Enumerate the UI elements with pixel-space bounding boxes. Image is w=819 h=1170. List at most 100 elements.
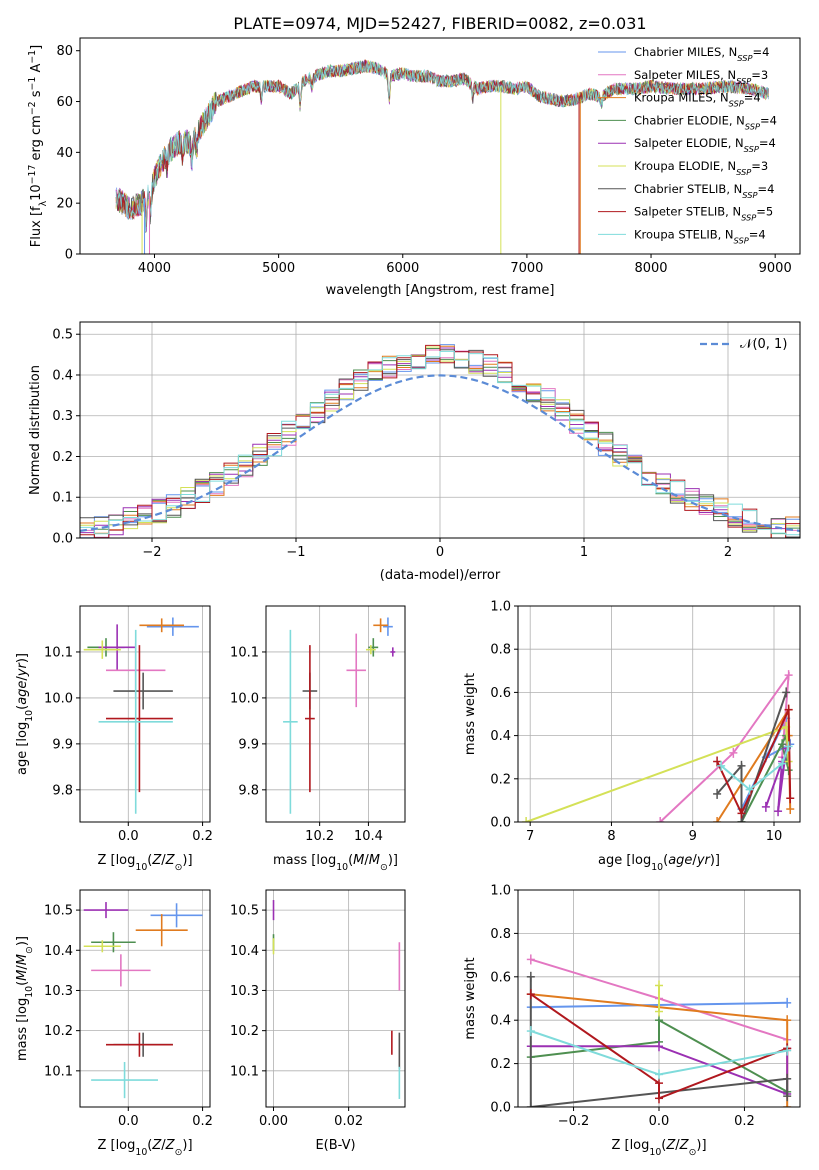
y-tick-label: 0.4: [490, 1014, 511, 1029]
x-tick-label: 10.2: [305, 829, 334, 844]
errorbar-point: [150, 903, 203, 928]
legend-label: Chabrier STELIB, NSSP=4: [634, 182, 774, 200]
panel-massweight-vs-Z: −0.2 0.0 0.2 0.0 0.2 0.4 0.6 0.8 1.0 Z [log10(Z/Z…: [463, 884, 801, 1158]
y-tick-label: 9.9: [52, 737, 73, 752]
y-tick-label: 10.0: [44, 691, 73, 706]
errorbar-point: [305, 645, 315, 793]
mwZ-xlabel: Z [log10(Z/Z⊙)]: [611, 1138, 706, 1158]
panel-mass-vs-Z: 0.0 0.2 10.1 10.2 10.3 10.4 10.5 Z [log10(Z/Z⊙)…: [15, 889, 213, 1158]
errorbar-point: [365, 645, 376, 655]
spectrum-line: [115, 60, 769, 225]
weight-line: [530, 993, 788, 1100]
y-tick-label: 0.3: [52, 409, 73, 424]
histograms: [80, 344, 800, 538]
panel-residual-histogram: −2 −1 0 1 2 0.0 0.1 0.2 0.3 0.4 0.5 (data-model)/er…: [28, 321, 801, 583]
legend-label: Chabrier MILES, NSSP=4: [634, 45, 769, 63]
spectrum-line: [115, 60, 769, 232]
errorbar-point: [98, 629, 173, 814]
y-tick-label: 9.8: [238, 783, 259, 798]
spectrum-xlabel: wavelength [Angstrom, rest frame]: [326, 283, 555, 298]
mwage-ylabel: mass weight: [463, 673, 478, 755]
y-tick-label: 10.1: [230, 1064, 259, 1079]
y-tick-label: 0.2: [490, 1057, 511, 1072]
axes-frame: [517, 605, 801, 823]
y-tick-label: 10.3: [230, 984, 259, 999]
y-tick-label: 10.1: [44, 645, 73, 660]
y-tick-label: 0.0: [490, 816, 511, 831]
panel-spectrum: 4000 5000 6000 7000 8000 9000 0 20 40 60 80 PLATE=0…: [27, 14, 801, 298]
panel-age-vs-Z: 0.0 0.2 9.8 9.9 10.0 10.1 Z [log10(Z/Z⊙)] age […: [15, 605, 213, 873]
y-tick-label: 1.0: [490, 600, 511, 615]
errorbar-point: [135, 914, 188, 947]
errorbar-point: [83, 940, 121, 953]
x-tick-label: 0.0: [118, 829, 139, 844]
y-tick-label: 10.1: [44, 1064, 73, 1079]
legend-label: Kroupa STELIB, NSSP=4: [634, 227, 766, 245]
y-tick-label: 0.1: [52, 491, 73, 506]
hist-xlabel: (data-model)/error: [380, 568, 501, 583]
weight-lines: [526, 954, 792, 1107]
errorbar-point: [373, 618, 388, 633]
y-tick-label: 0.2: [52, 450, 73, 465]
y-tick-label: 9.8: [52, 783, 73, 798]
panel-mass-vs-EBV: 0.00 0.02 10.1 10.2 10.3 10.4 10.5 E(B-V): [230, 889, 406, 1153]
axes-frame: [79, 889, 211, 1108]
y-tick-label: 0.4: [490, 729, 511, 744]
x-tick-label: 0: [436, 545, 444, 560]
massZ-ylabel: mass [log10(M/M⊙)]: [15, 936, 35, 1061]
errorbar-point: [146, 617, 199, 636]
errorbar-point: [106, 645, 173, 793]
x-tick-label: 10: [766, 829, 783, 844]
y-tick-label: 0.6: [490, 686, 511, 701]
y-tick-label: 1.0: [490, 884, 511, 899]
x-tick-label: 10.4: [354, 829, 383, 844]
legend-label: Salpeter ELODIE, NSSP=4: [634, 136, 776, 154]
legend-label: Salpeter STELIB, NSSP=5: [634, 205, 773, 223]
x-tick-label: 0.2: [192, 829, 213, 844]
hist-legend-label: 𝒩(0, 1): [740, 337, 787, 352]
y-tick-label: 10.3: [44, 984, 73, 999]
weight-lines: [522, 670, 795, 822]
y-tick-label: 0: [65, 248, 73, 263]
axes-frame: [79, 37, 801, 255]
spectrum-title: PLATE=0974, MJD=52427, FIBERID=0082, z=0…: [233, 14, 646, 33]
mwage-xlabel: age [log10(age/yr)]: [598, 853, 720, 873]
y-tick-label: 0.2: [490, 772, 511, 787]
y-tick-label: 10.5: [230, 904, 259, 919]
y-tick-label: 0.0: [490, 1101, 511, 1116]
errorbar-point: [91, 932, 136, 953]
errorbars: [83, 902, 203, 1099]
x-tick-label: 8000: [634, 261, 667, 276]
weight-line: [764, 748, 788, 812]
x-tick-label: 0.2: [734, 1114, 755, 1129]
y-tick-label: 0.4: [52, 368, 73, 383]
y-tick-label: 40: [56, 146, 73, 161]
y-tick-label: 60: [56, 95, 73, 110]
agemass-xlabel: mass [log10(M/M⊙)]: [273, 853, 398, 873]
x-tick-label: 2: [724, 545, 732, 560]
errorbar-point: [83, 902, 129, 919]
y-tick-label: 20: [56, 197, 73, 212]
y-tick-label: 10.2: [44, 1024, 73, 1039]
panel-massweight-vs-age: 7 8 9 10 0.0 0.2 0.4 0.6 0.8 1.0 age [log10(age/yr…: [463, 600, 801, 873]
spectrum-lines: [115, 59, 769, 254]
normal-curve: [80, 374, 800, 532]
x-tick-label: 7: [526, 829, 534, 844]
y-tick-label: 10.4: [44, 944, 73, 959]
weight-line: [530, 1018, 788, 1093]
x-tick-label: 9000: [759, 261, 792, 276]
y-tick-label: 10.5: [44, 904, 73, 919]
massZ-xlabel: Z [log10(Z/Z⊙)]: [97, 1138, 192, 1158]
ageZ-ylabel: age [log10(age/yr)]: [15, 653, 35, 775]
x-tick-label: 6000: [386, 261, 419, 276]
legend-label: Chabrier ELODIE, NSSP=4: [634, 113, 777, 131]
x-tick-label: −0.2: [558, 1114, 590, 1129]
y-tick-label: 10.4: [230, 944, 259, 959]
errorbar-point: [91, 1061, 158, 1099]
mwZ-ylabel: mass weight: [463, 957, 478, 1039]
x-tick-label: 5000: [262, 261, 295, 276]
spectrum-line: [115, 60, 769, 223]
y-tick-label: 0.8: [490, 927, 511, 942]
errorbar-point: [346, 633, 366, 708]
